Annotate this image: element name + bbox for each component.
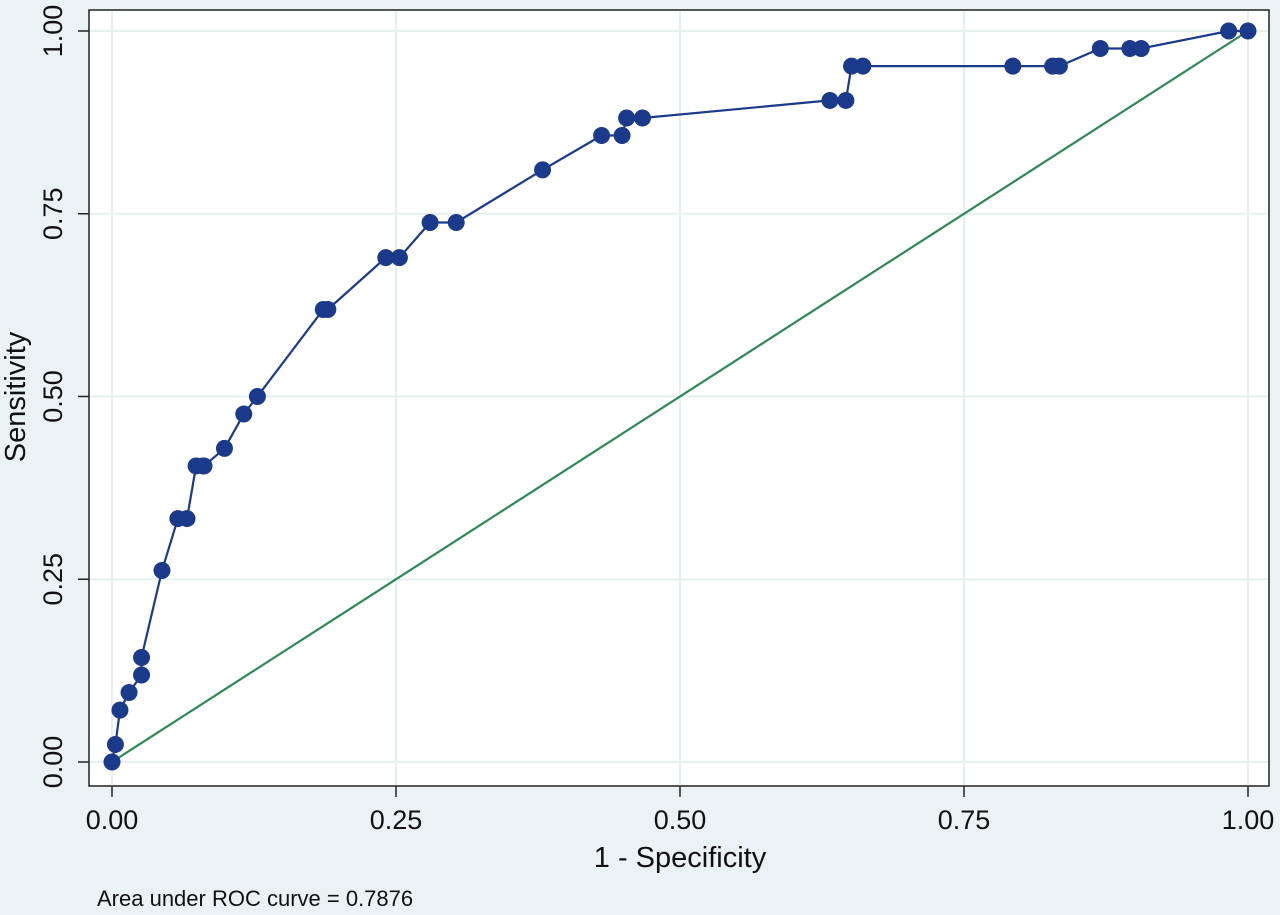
roc-point [390, 249, 408, 267]
axes: 0.00 0.25 0.50 0.75 1.00 0.00 0.25 0.50 0.75 1.00 [38, 5, 1274, 835]
roc-point [1004, 57, 1022, 75]
roc-point [854, 57, 872, 75]
x-tick-label: 0.50 [654, 805, 707, 835]
y-tick-label: 0.75 [38, 187, 68, 240]
roc-point [178, 510, 196, 528]
x-tick-label: 0.25 [370, 805, 423, 835]
roc-point [534, 161, 552, 179]
roc-point [1220, 22, 1238, 40]
roc-point [1091, 40, 1109, 58]
x-tick-label: 1.00 [1222, 805, 1275, 835]
roc-point [111, 701, 129, 719]
roc-point [1239, 22, 1257, 40]
roc-point [377, 249, 395, 267]
roc-point [235, 405, 253, 423]
roc-curve [103, 22, 1257, 771]
roc-point [837, 91, 855, 109]
roc-point [103, 753, 121, 771]
reference-diagonal-line [111, 30, 1249, 763]
x-tick-label: 0.00 [86, 805, 139, 835]
roc-point [195, 457, 213, 475]
y-tick-label: 0.50 [38, 370, 68, 423]
roc-point [215, 439, 233, 457]
roc-point [133, 648, 151, 666]
roc-point [593, 127, 611, 145]
y-tick-label: 0.00 [38, 736, 68, 789]
roc-point [120, 684, 138, 702]
auc-note: Area under ROC curve = 0.7876 [97, 886, 413, 910]
roc-point [447, 214, 465, 232]
roc-point [421, 214, 439, 232]
roc-point [1050, 57, 1068, 75]
roc-point [106, 735, 124, 753]
roc-point [821, 91, 839, 109]
roc-point [634, 109, 652, 127]
y-tick-label: 1.00 [38, 5, 68, 58]
grid [90, 11, 1268, 785]
y-tick-label: 0.25 [38, 553, 68, 606]
roc-point [248, 388, 266, 405]
x-tick-label: 0.75 [938, 805, 991, 835]
roc-point [618, 109, 636, 127]
roc-point [319, 301, 337, 319]
y-axis-title: Sensitivity [0, 331, 32, 462]
roc-point [613, 127, 631, 145]
x-axis-title: 1 - Specificity [594, 842, 767, 874]
roc-point [133, 666, 151, 684]
roc-point [1132, 40, 1150, 58]
reference-line [111, 30, 1249, 763]
roc-point [153, 561, 171, 579]
